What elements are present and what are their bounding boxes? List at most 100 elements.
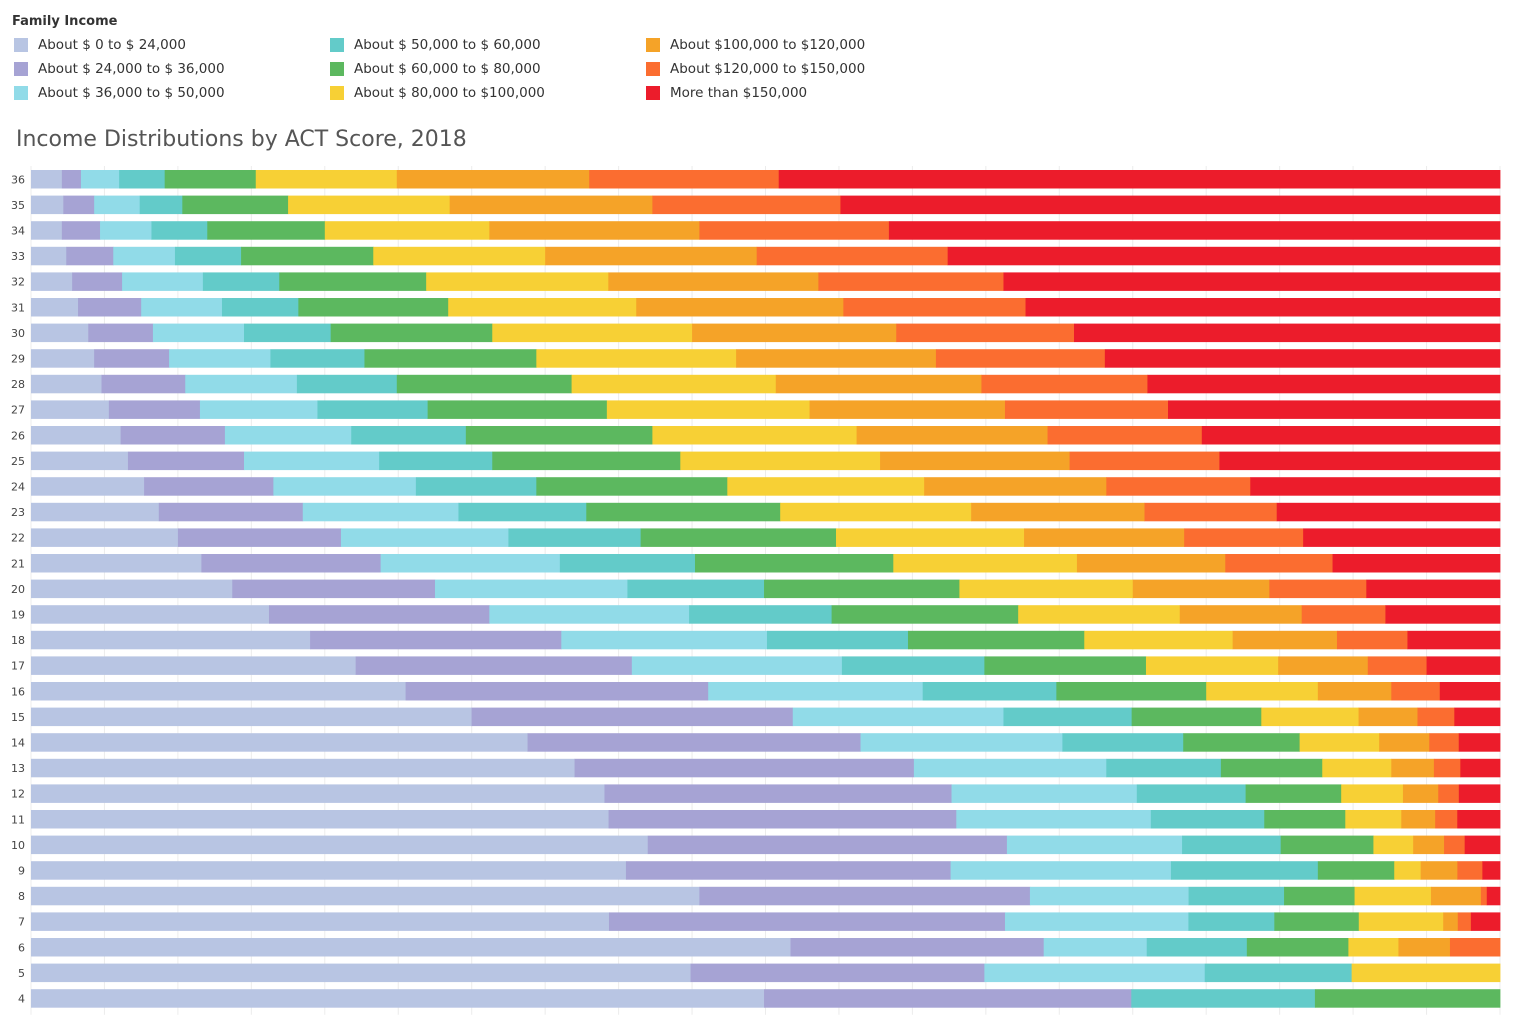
bar-segment (1179, 605, 1303, 624)
y-tick-label: 30 (11, 327, 25, 340)
bar-segment (72, 272, 123, 291)
bar-segment (31, 733, 528, 752)
bar-segment (355, 656, 633, 675)
y-tick-label: 20 (11, 583, 25, 596)
bar-segment (1322, 758, 1392, 778)
bar-segment (888, 221, 1501, 240)
bar-segment (489, 221, 700, 240)
y-tick-label: 11 (11, 813, 25, 826)
legend-item: About $ 60,000 to $ 80,000 (330, 60, 541, 78)
bar-segment (63, 195, 95, 215)
bar-segment (31, 912, 610, 931)
y-tick-label: 8 (18, 890, 25, 903)
bar-segment (31, 400, 110, 419)
bar-segment (1454, 707, 1501, 727)
y-tick-label: 17 (11, 660, 25, 673)
bar-segment (764, 579, 960, 599)
legend-label: More than $150,000 (670, 85, 808, 101)
bar-segment (31, 298, 79, 317)
bar-segment (31, 374, 102, 394)
bar-segment (288, 195, 451, 215)
bar-segment (1429, 733, 1460, 752)
bar-segment (1132, 579, 1270, 599)
bar-segment (152, 323, 245, 343)
bar-segment (736, 349, 937, 368)
bar-segment (780, 502, 972, 522)
y-tick-label: 31 (11, 301, 25, 314)
bar-segment (1457, 861, 1483, 880)
bar-segment (1413, 835, 1445, 855)
legend-swatch (14, 62, 28, 76)
y-tick-label: 22 (11, 532, 25, 545)
bar-segment (1439, 682, 1501, 701)
bar-segment (119, 170, 166, 189)
bar-segment (31, 477, 145, 496)
bar-segment (241, 246, 374, 266)
bar-segment (956, 810, 1152, 829)
bar-segment (207, 221, 326, 240)
bar-segment (951, 784, 1138, 803)
bar-segment (589, 170, 780, 189)
y-tick-label: 19 (11, 608, 25, 621)
bar-segment (818, 272, 1004, 291)
bar-segment (31, 886, 700, 906)
bar-segment (31, 246, 67, 266)
bar-segment (647, 835, 1008, 855)
bar-segment (144, 477, 274, 496)
bar-segment (652, 426, 857, 445)
bar-segment (1336, 630, 1408, 650)
legend-label: About $ 24,000 to $ 36,000 (38, 61, 225, 77)
legend-item: About $ 50,000 to $ 60,000 (330, 36, 541, 54)
bar-segment (1018, 605, 1181, 624)
bar-segment (373, 246, 546, 266)
legend-label: About $ 50,000 to $ 60,000 (354, 37, 541, 53)
bar-segment (1460, 758, 1501, 778)
bar-segment (120, 426, 226, 445)
bar-segment (1394, 861, 1422, 880)
bar-segment (1398, 938, 1451, 957)
bar-segment (1104, 349, 1501, 368)
bar-segment (778, 170, 1501, 189)
bar-segment (471, 707, 794, 727)
y-tick-label: 23 (11, 506, 25, 519)
y-tick-label: 35 (11, 199, 25, 212)
bar-segment (727, 477, 925, 496)
bar-segment (692, 323, 897, 343)
bar-segment (1232, 630, 1338, 650)
bar-segment (1443, 912, 1459, 931)
bars (31, 170, 1501, 1008)
bar-segment (296, 374, 398, 394)
stacked-bar-chart: 36 35 34 33 32 31 30 29 28 27 26 25 24 23 22 21 20 19 18 17… (11, 166, 1501, 1015)
legend-swatch (330, 38, 344, 52)
bar-segment (1006, 835, 1183, 855)
bar-segment (351, 426, 467, 445)
bar-segment (545, 246, 758, 266)
bar-segment (113, 246, 176, 266)
bar-segment (1373, 835, 1414, 855)
bar-segment (950, 861, 1172, 880)
bar-segment (1168, 400, 1501, 419)
bar-segment (1457, 810, 1501, 829)
bar-segment (31, 605, 270, 624)
bar-segment (1182, 835, 1282, 855)
bar-segment (1303, 528, 1501, 547)
bar-segment (232, 579, 436, 599)
y-tick-label: 26 (11, 429, 25, 442)
bar-segment (405, 682, 709, 701)
bar-segment (100, 221, 152, 240)
bar-segment (31, 835, 649, 855)
bar-segment (1220, 758, 1323, 778)
y-tick-label: 16 (11, 685, 25, 698)
legend-label: About $100,000 to $120,000 (670, 37, 866, 53)
bar-segment (1150, 810, 1265, 829)
y-tick-label: 6 (18, 941, 25, 954)
bar-segment (279, 272, 427, 291)
bar-segment (379, 451, 493, 471)
bar-segment (1062, 733, 1184, 752)
bar-segment (690, 963, 985, 983)
y-tick-label: 7 (18, 916, 25, 929)
bar-segment (31, 528, 179, 547)
bar-segment (1076, 554, 1226, 573)
bar-segment (1056, 682, 1207, 701)
bar-segment (922, 682, 1057, 701)
